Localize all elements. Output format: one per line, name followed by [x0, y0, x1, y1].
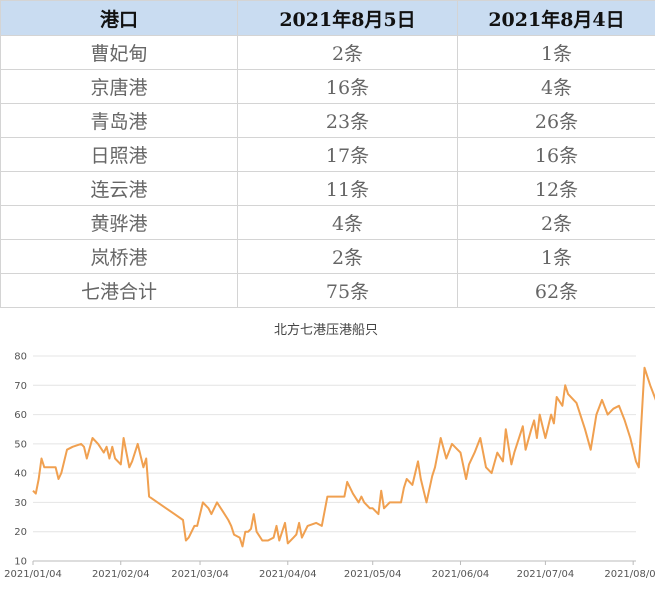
table-row: 京唐港 16条 4条 — [0, 69, 655, 104]
y-tick-label: 80 — [14, 352, 27, 363]
aug4-count: 1条 — [457, 35, 655, 70]
y-tick-label: 10 — [14, 557, 27, 568]
aug4-count: 26条 — [457, 103, 655, 138]
y-tick-label: 50 — [14, 439, 27, 450]
x-tick-label: 2021/06/04 — [432, 569, 490, 580]
table-row: 连云港 11条 12条 — [0, 171, 655, 206]
header-aug4: 2021年8月4日 — [457, 0, 655, 36]
x-tick-label: 2021/02/04 — [92, 569, 150, 580]
aug4-count: 12条 — [457, 171, 655, 206]
y-tick-label: 70 — [14, 381, 27, 392]
aug4-count: 1条 — [457, 239, 655, 274]
y-tick-label: 20 — [14, 527, 27, 538]
line-chart-panel: 北方七港压港船只 10 20 30 40 50 60 70 80 2021/01/04 2021… — [0, 306, 655, 595]
y-tick-label: 30 — [14, 498, 27, 509]
series-line — [32, 366, 655, 548]
aug4-count: 62条 — [457, 273, 655, 308]
y-tick-label: 40 — [14, 469, 27, 480]
x-tick-label: 2021/01/04 — [4, 569, 62, 580]
x-tick-label: 2021/07/04 — [517, 569, 575, 580]
port-vessel-table: 港口 2021年8月5日 2021年8月4日 曹妃甸 2条 1条 京唐港 16条 4条 … — [0, 0, 655, 308]
chart-title: 北方七港压港船只 — [274, 322, 378, 338]
port-name: 日照港 — [0, 137, 238, 172]
table-row: 日照港 17条 16条 — [0, 137, 655, 172]
line-chart: 北方七港压港船只 10 20 30 40 50 60 70 80 2021/01/04 2021… — [4, 322, 655, 580]
port-name: 曹妃甸 — [0, 35, 238, 70]
aug4-count: 2条 — [457, 205, 655, 240]
port-name: 连云港 — [0, 171, 238, 206]
y-tick-label: 60 — [14, 410, 27, 421]
aug4-count: 4条 — [457, 69, 655, 104]
aug5-count: 16条 — [237, 69, 458, 104]
table-header-row: 港口 2021年8月5日 2021年8月4日 — [0, 0, 655, 36]
port-name: 七港合计 — [0, 273, 238, 308]
aug5-count: 2条 — [237, 239, 458, 274]
table-row: 黄骅港 4条 2条 — [0, 205, 655, 240]
port-name: 岚桥港 — [0, 239, 238, 274]
aug5-count: 17条 — [237, 137, 458, 172]
port-name: 青岛港 — [0, 103, 238, 138]
x-tick-label: 2021/04/04 — [259, 569, 317, 580]
aug4-count: 16条 — [457, 137, 655, 172]
table-row: 曹妃甸 2条 1条 — [0, 35, 655, 70]
header-port: 港口 — [0, 0, 238, 36]
aug5-count: 4条 — [237, 205, 458, 240]
port-name: 京唐港 — [0, 69, 238, 104]
port-name: 黄骅港 — [0, 205, 238, 240]
header-aug5: 2021年8月5日 — [237, 0, 458, 36]
table-total-row: 七港合计 75条 62条 — [0, 273, 655, 308]
aug5-count: 75条 — [237, 273, 458, 308]
aug5-count: 23条 — [237, 103, 458, 138]
aug5-count: 11条 — [237, 171, 458, 206]
x-tick-label: 2021/03/04 — [171, 569, 229, 580]
table-row: 青岛港 23条 26条 — [0, 103, 655, 138]
x-tick-label: 2021/05/04 — [344, 569, 402, 580]
table-row: 岚桥港 2条 1条 — [0, 239, 655, 274]
aug5-count: 2条 — [237, 35, 458, 70]
x-tick-label: 2021/08/04 — [604, 569, 655, 580]
